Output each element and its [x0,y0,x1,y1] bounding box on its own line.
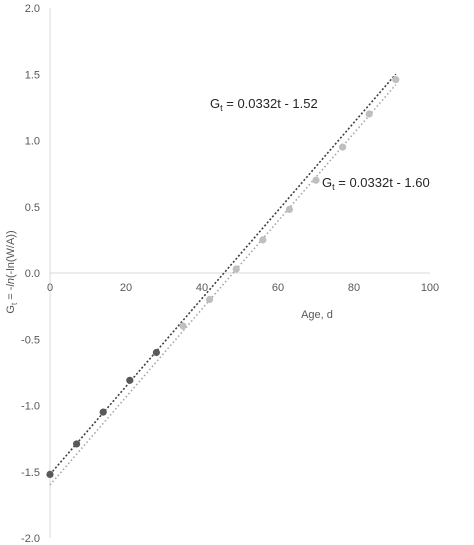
series-2-point [232,265,240,273]
series-1-point [46,470,54,478]
x-tick-label: 40 [196,282,208,294]
series-2-point [365,110,373,118]
data-points [46,75,400,478]
y-tick-label: -2.0 [21,533,40,545]
series-2-point [312,176,320,184]
series-2-point [339,143,347,151]
x-tick-label: 80 [348,282,360,294]
y-tick-label: 1.5 [25,69,40,81]
y-tick-label: -1.5 [21,467,40,479]
axes: 2.0 1.5 1.0 0.5 0.0 -0.5 -1.0 -1.5 -2.0 0 20 40 60 80… [21,3,439,545]
x-tick-label: 100 [421,282,439,294]
trendline-1 [49,73,397,475]
y-tick-label: 2.0 [25,3,40,15]
x-tick-label: 20 [120,282,132,294]
y-tick-label: -1.0 [21,401,40,413]
series-1-point [99,408,107,416]
series-2-point [206,295,214,304]
trendline-equation-2: Gt = 0.0332t - 1.60 [322,175,430,192]
series-2-point [179,322,187,330]
x-axis-title: Age, d [301,309,333,321]
y-tick-label: 1.0 [25,136,40,148]
series-2-point [259,236,267,244]
y-axis-title: Gt = -ln(-ln(W/A)) [5,230,19,313]
series-2-point [285,205,293,213]
x-tick-label: 60 [272,282,284,294]
trendline-equation-1: Gt = 0.0332t - 1.52 [210,96,318,113]
trendlines [49,73,397,486]
series-1-point [152,348,160,357]
series-1-point [126,376,134,384]
y-tick-label: 0.0 [25,268,40,280]
trendline-2 [49,84,397,486]
y-tick-label: 0.5 [25,202,40,214]
x-tick-label: 0 [47,282,53,294]
series-1-point [73,440,81,448]
series-2-point [392,75,400,84]
y-tick-label: -0.5 [21,334,40,346]
